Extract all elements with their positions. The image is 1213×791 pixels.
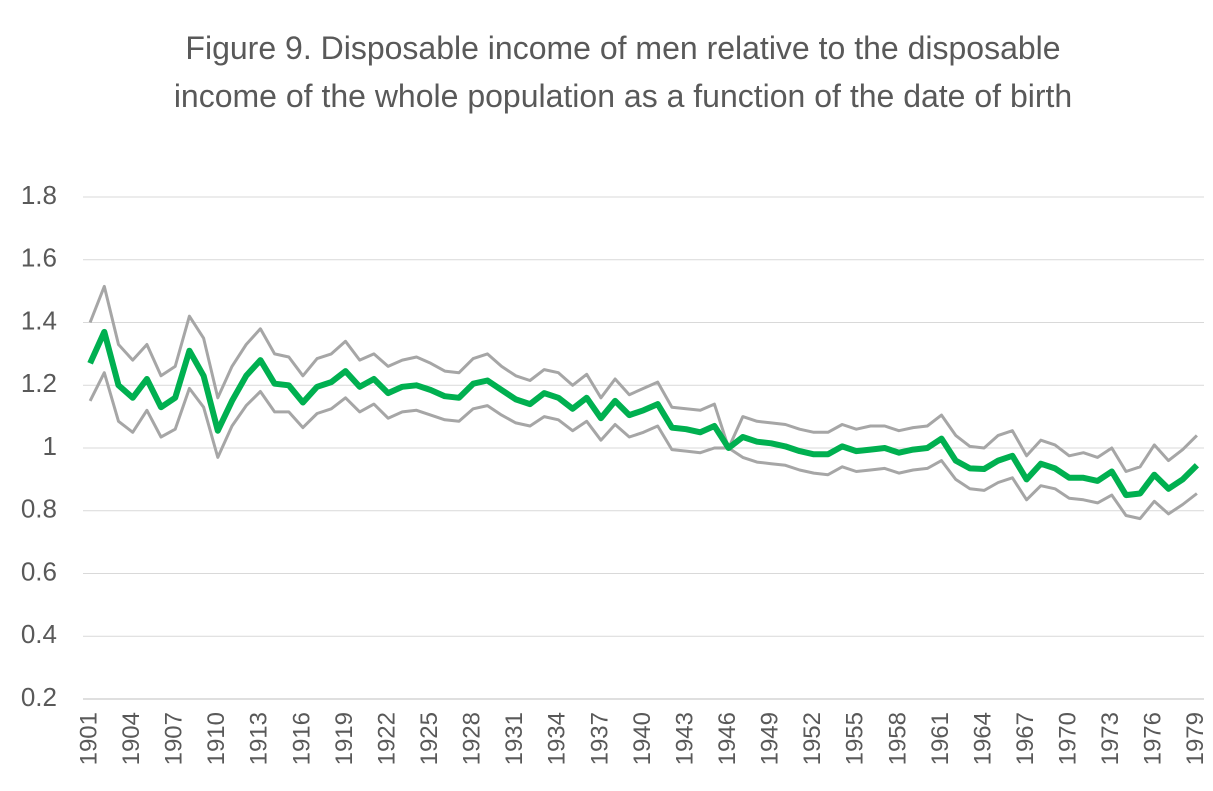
y-tick-label: 1.8 <box>21 180 57 210</box>
x-tick-label: 1958 <box>884 712 911 765</box>
y-tick-label: 0.6 <box>21 556 57 586</box>
x-tick-label: 1919 <box>331 712 358 765</box>
y-tick-label: 1 <box>43 431 57 461</box>
x-tick-label: 1946 <box>714 712 741 765</box>
series-line <box>88 371 1198 521</box>
x-tick-label: 1934 <box>544 712 571 765</box>
x-tick-label: 1949 <box>757 712 784 765</box>
series-line <box>88 284 1198 473</box>
y-tick-label: 1.4 <box>21 305 57 335</box>
y-tick-label: 0.4 <box>21 619 57 649</box>
series-line <box>87 328 1200 499</box>
y-tick-label: 0.2 <box>21 682 57 712</box>
x-tick-label: 1964 <box>969 712 996 765</box>
x-tick-label: 1970 <box>1055 712 1082 765</box>
x-tick-label: 1910 <box>203 712 230 765</box>
x-tick-label: 1940 <box>629 712 656 765</box>
x-tick-label: 1979 <box>1182 712 1209 765</box>
x-tick-label: 1943 <box>671 712 698 765</box>
x-tick-label: 1928 <box>459 712 486 765</box>
x-tick-label: 1931 <box>501 712 528 765</box>
x-tick-label: 1967 <box>1012 712 1039 765</box>
x-tick-label: 1901 <box>75 712 102 765</box>
x-tick-label: 1961 <box>927 712 954 765</box>
x-tick-label: 1913 <box>246 712 273 765</box>
y-tick-label: 1.2 <box>21 368 57 398</box>
y-tick-label: 0.8 <box>21 494 57 524</box>
y-tick-label: 1.6 <box>21 243 57 273</box>
x-tick-label: 1952 <box>799 712 826 765</box>
chart-title: Figure 9. Disposable income of men relat… <box>173 30 1073 114</box>
x-tick-label: 1916 <box>288 712 315 765</box>
x-tick-label: 1973 <box>1097 712 1124 765</box>
x-tick-label: 1976 <box>1140 712 1167 765</box>
x-tick-label: 1907 <box>161 712 188 765</box>
x-tick-label: 1904 <box>118 712 145 765</box>
x-tick-label: 1937 <box>586 712 613 765</box>
x-tick-label: 1925 <box>416 712 443 765</box>
x-tick-label: 1922 <box>373 712 400 765</box>
x-tick-label: 1955 <box>842 712 869 765</box>
